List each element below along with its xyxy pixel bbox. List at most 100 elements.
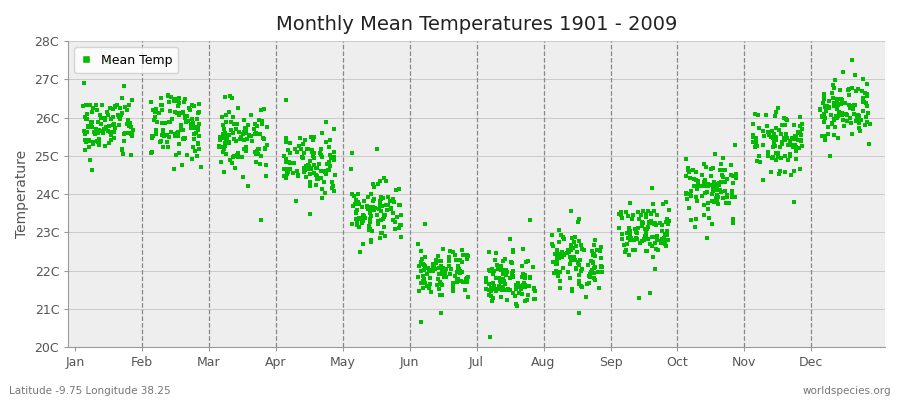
Point — [701, 181, 716, 188]
Point — [565, 286, 580, 292]
Point — [659, 219, 673, 225]
Point — [716, 154, 730, 161]
Point — [366, 198, 381, 204]
Point — [431, 253, 446, 260]
Point — [254, 216, 268, 223]
Point — [247, 126, 261, 132]
Point — [327, 126, 341, 132]
Point — [766, 144, 780, 150]
Point — [320, 138, 334, 145]
Point — [645, 234, 660, 240]
Point — [713, 186, 727, 193]
Point — [496, 276, 510, 282]
Point — [698, 212, 712, 219]
Point — [571, 249, 585, 255]
Point — [657, 239, 671, 246]
Point — [572, 278, 586, 284]
Point — [755, 142, 770, 148]
Point — [511, 284, 526, 291]
Point — [362, 227, 376, 233]
Point — [836, 69, 850, 76]
Point — [492, 274, 507, 281]
Point — [391, 214, 405, 220]
Point — [350, 220, 365, 226]
Point — [712, 182, 726, 188]
Point — [124, 131, 139, 137]
Point — [437, 269, 452, 276]
Point — [787, 136, 801, 142]
Point — [680, 196, 694, 202]
Point — [421, 268, 436, 274]
Point — [160, 92, 175, 98]
Point — [719, 192, 733, 198]
Point — [366, 184, 381, 190]
Point — [168, 131, 183, 137]
Point — [374, 217, 389, 224]
Point — [430, 276, 445, 282]
Point — [94, 121, 108, 128]
Point — [305, 147, 320, 154]
Point — [161, 93, 176, 100]
Point — [164, 128, 178, 135]
Point — [117, 131, 131, 137]
Point — [654, 228, 669, 234]
Point — [414, 268, 428, 274]
Point — [277, 152, 292, 159]
Point — [859, 90, 873, 96]
Point — [283, 159, 297, 165]
Point — [622, 226, 636, 233]
Point — [449, 256, 464, 263]
Point — [499, 266, 513, 273]
Point — [691, 182, 706, 188]
Point — [837, 123, 851, 129]
Point — [643, 241, 657, 248]
Point — [280, 171, 294, 177]
Point — [372, 206, 386, 212]
Point — [305, 149, 320, 155]
Point — [771, 150, 786, 156]
Point — [303, 134, 318, 140]
Point — [794, 132, 808, 139]
Point — [254, 106, 268, 113]
Point — [495, 284, 509, 291]
Point — [615, 236, 629, 242]
Point — [313, 175, 328, 181]
Point — [446, 287, 460, 294]
Point — [366, 206, 381, 213]
Point — [81, 122, 95, 129]
Point — [817, 118, 832, 125]
Point — [714, 166, 728, 173]
Point — [681, 165, 696, 172]
Point — [238, 124, 252, 131]
Point — [852, 128, 867, 134]
Point — [779, 116, 794, 123]
Point — [108, 104, 122, 110]
Point — [301, 162, 315, 168]
Point — [118, 104, 132, 110]
Point — [216, 122, 230, 128]
Point — [78, 131, 93, 137]
Point — [860, 92, 875, 99]
Point — [170, 110, 184, 116]
Point — [149, 105, 164, 112]
Point — [831, 103, 845, 109]
Point — [651, 247, 665, 253]
Point — [257, 145, 272, 151]
Point — [489, 250, 503, 256]
Point — [641, 208, 655, 214]
Point — [769, 134, 783, 140]
Point — [506, 290, 520, 296]
Point — [309, 165, 323, 171]
Point — [291, 171, 305, 178]
Point — [76, 128, 91, 134]
Point — [215, 135, 230, 141]
Point — [564, 257, 579, 263]
Point — [217, 146, 231, 152]
Point — [460, 278, 474, 284]
Point — [708, 187, 723, 193]
Point — [572, 310, 587, 316]
Point — [438, 266, 453, 272]
Point — [645, 201, 660, 208]
Point — [785, 142, 799, 148]
Point — [860, 110, 875, 117]
